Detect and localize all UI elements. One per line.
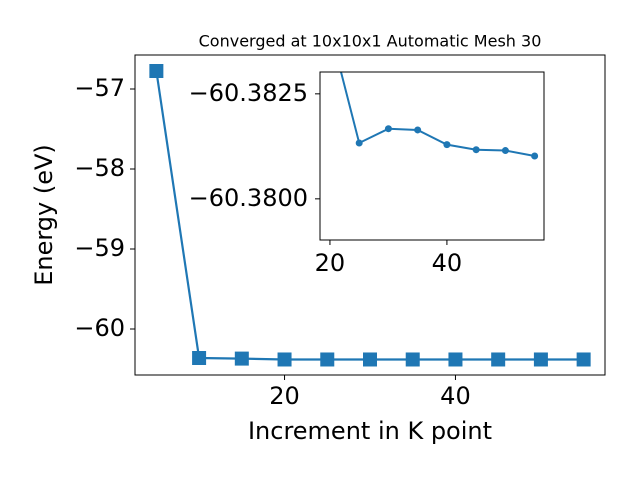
x-tick-label: 20 [315, 249, 346, 277]
data-layer [149, 64, 591, 367]
marker [320, 352, 335, 367]
marker [576, 352, 591, 367]
marker [384, 125, 392, 133]
y-tick-label: −60 [74, 314, 125, 342]
marker [531, 152, 539, 160]
y-tick-label: −60.3800 [189, 184, 308, 212]
y-tick-label: −59 [74, 234, 125, 262]
chart-title: Converged at 10x10x1 Automatic Mesh 30 [199, 32, 542, 51]
y-axis-label: Energy (eV) [30, 144, 58, 286]
marker [149, 64, 164, 78]
frame [134, 54, 606, 376]
marker [277, 352, 292, 367]
marker [192, 351, 207, 365]
marker [491, 352, 506, 367]
y-tick-label: −60.3825 [189, 79, 308, 107]
y-tick-label: −58 [74, 154, 125, 182]
x-tick-label: 20 [269, 382, 300, 410]
marker [363, 352, 377, 367]
plot-area [320, 72, 544, 240]
marker [448, 352, 463, 367]
axes: 20 40 −60.3800 −60.3825 [189, 71, 545, 277]
x-tick-label: 40 [440, 382, 471, 410]
marker [355, 139, 363, 147]
frame [319, 71, 545, 241]
marker [472, 146, 480, 154]
marker [234, 351, 249, 366]
marker [501, 147, 509, 155]
marker [414, 126, 422, 134]
marker [533, 352, 548, 367]
x-axis-label: Increment in K point [248, 417, 492, 445]
x-tick-label: 40 [432, 249, 463, 277]
series-line [339, 72, 535, 157]
marker [405, 352, 420, 367]
marker [443, 141, 451, 149]
y-tick-label: −57 [74, 74, 125, 102]
data-layer [339, 72, 539, 160]
